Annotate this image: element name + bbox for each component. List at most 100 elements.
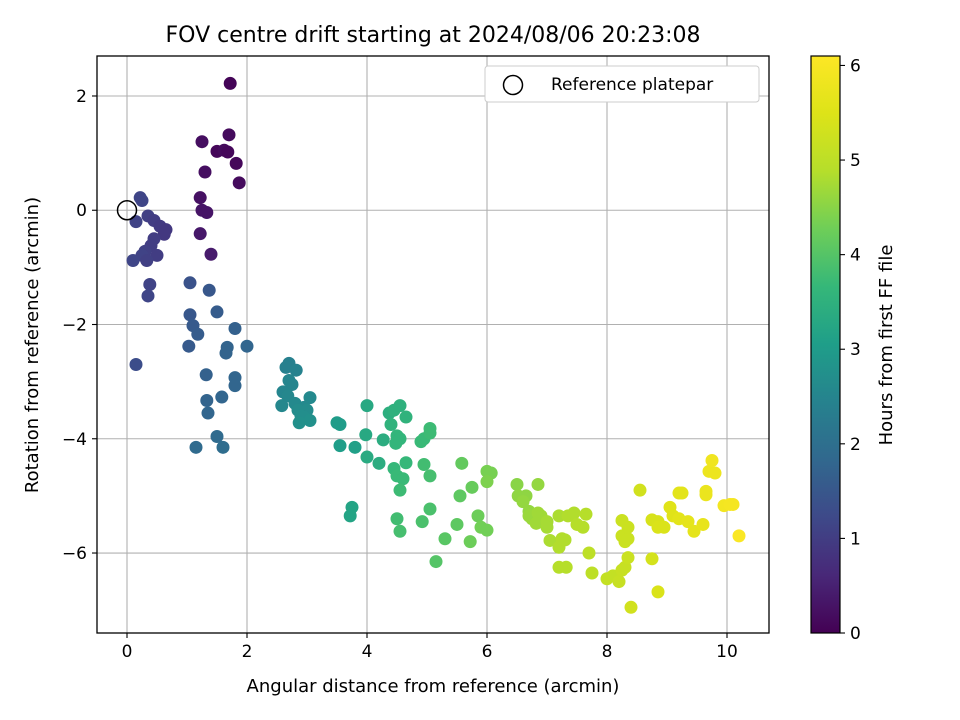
colorbar-tick-label: 6 xyxy=(850,56,861,76)
scatter-point xyxy=(182,339,196,353)
scatter-point xyxy=(423,469,437,483)
scatter-point xyxy=(333,439,347,453)
scatter-point xyxy=(285,377,299,391)
y-tick-label: −2 xyxy=(62,316,87,336)
scatter-point xyxy=(221,145,235,159)
scatter-point xyxy=(645,552,659,566)
scatter-point xyxy=(143,278,157,292)
scatter-point xyxy=(141,289,155,303)
scatter-point xyxy=(210,305,224,319)
scatter-point xyxy=(651,585,665,599)
scatter-point xyxy=(732,529,746,543)
reference-marker-layer xyxy=(116,199,138,221)
scatter-point xyxy=(726,497,740,511)
chart-title: FOV centre drift starting at 2024/08/06 … xyxy=(166,23,701,48)
grid-lines xyxy=(97,56,769,633)
y-tick-label: 0 xyxy=(76,201,87,221)
scatter-point xyxy=(216,440,230,454)
legend-label-reference: Reference platepar xyxy=(551,75,713,95)
scatter-point xyxy=(455,456,469,470)
scatter-point xyxy=(633,483,647,497)
scatter-point xyxy=(376,433,390,447)
scatter-point xyxy=(303,391,317,405)
scatter-point xyxy=(193,227,207,241)
scatter-point xyxy=(510,477,524,491)
colorbar-gradient xyxy=(810,55,841,634)
scatter-point xyxy=(292,416,306,430)
colorbar-tick-label: 2 xyxy=(850,435,861,455)
scatter-point xyxy=(399,410,413,424)
colorbar-tick-label: 3 xyxy=(850,340,861,360)
scatter-point xyxy=(240,339,254,353)
scatter-point xyxy=(453,489,467,503)
scatter-point xyxy=(183,276,197,290)
scatter-point xyxy=(360,399,374,413)
scatter-point xyxy=(463,535,477,549)
scatter-point xyxy=(480,523,494,537)
scatter-point xyxy=(303,413,317,427)
axis-ticks: 0 2 4 6 8 10 −6 −4 −2 0 2 xyxy=(62,87,738,662)
scatter-point xyxy=(681,515,695,529)
scatter-point xyxy=(687,524,701,538)
scatter-point xyxy=(657,520,671,534)
x-tick-label: 6 xyxy=(482,642,493,662)
scatter-point xyxy=(471,509,485,523)
scatter-point xyxy=(126,254,140,268)
scatter-point xyxy=(135,194,149,208)
y-tick-label: −6 xyxy=(62,544,87,564)
colorbar-ticks: 0 1 2 3 4 5 6 xyxy=(840,56,861,644)
scatter-point xyxy=(531,477,545,491)
colorbar-tick-label: 0 xyxy=(850,624,861,644)
scatter-point xyxy=(389,436,403,450)
scatter-point xyxy=(699,488,713,502)
scatter-point xyxy=(621,532,635,546)
scatter-point xyxy=(198,165,212,179)
scatter-point xyxy=(372,456,386,470)
colorbar-tick-label: 5 xyxy=(850,151,861,171)
scatter-point xyxy=(393,399,407,413)
scatter-point xyxy=(516,495,530,509)
scatter-point xyxy=(129,215,143,229)
scatter-point xyxy=(200,206,214,220)
scatter-point xyxy=(540,520,554,534)
scatter-point xyxy=(612,575,626,589)
colorbar-tick-label: 1 xyxy=(850,529,861,549)
x-tick-label: 10 xyxy=(716,642,738,662)
scatter-point xyxy=(201,406,215,420)
scatter-point xyxy=(450,517,464,531)
scatter-point xyxy=(193,191,207,205)
scatter-point xyxy=(696,517,710,531)
x-axis-label: Angular distance from reference (arcmin) xyxy=(247,676,620,697)
scatter-point xyxy=(438,532,452,546)
scatter-point xyxy=(150,248,164,262)
y-axis-label: Rotation from reference (arcmin) xyxy=(22,197,43,493)
scatter-point xyxy=(359,428,373,442)
scatter-point xyxy=(202,283,216,297)
scatter-point xyxy=(567,506,581,520)
colorbar-label: Hours from first FF file xyxy=(876,245,897,446)
scatter-point xyxy=(210,429,224,443)
scatter-point xyxy=(480,475,494,489)
scatter-point xyxy=(279,360,293,374)
scatter-point xyxy=(576,520,590,534)
scatter-point xyxy=(582,546,596,560)
scatter-point xyxy=(333,417,347,431)
scatter-point xyxy=(465,480,479,494)
legend-marker-reference xyxy=(502,74,524,96)
scatter-point xyxy=(396,472,410,486)
scatter-point xyxy=(289,363,303,377)
legend-box xyxy=(484,65,760,103)
scatter-point xyxy=(228,322,242,336)
scatter-point xyxy=(200,393,214,407)
scatter-points xyxy=(126,76,746,614)
scatter-point xyxy=(223,76,237,90)
scatter-point xyxy=(215,390,229,404)
scatter-point xyxy=(232,176,246,190)
scatter-point xyxy=(183,308,197,322)
scatter-point xyxy=(529,516,543,530)
x-tick-label: 0 xyxy=(122,642,133,662)
scatter-point xyxy=(140,254,154,268)
x-tick-label: 4 xyxy=(362,642,373,662)
scatter-point xyxy=(621,551,635,565)
